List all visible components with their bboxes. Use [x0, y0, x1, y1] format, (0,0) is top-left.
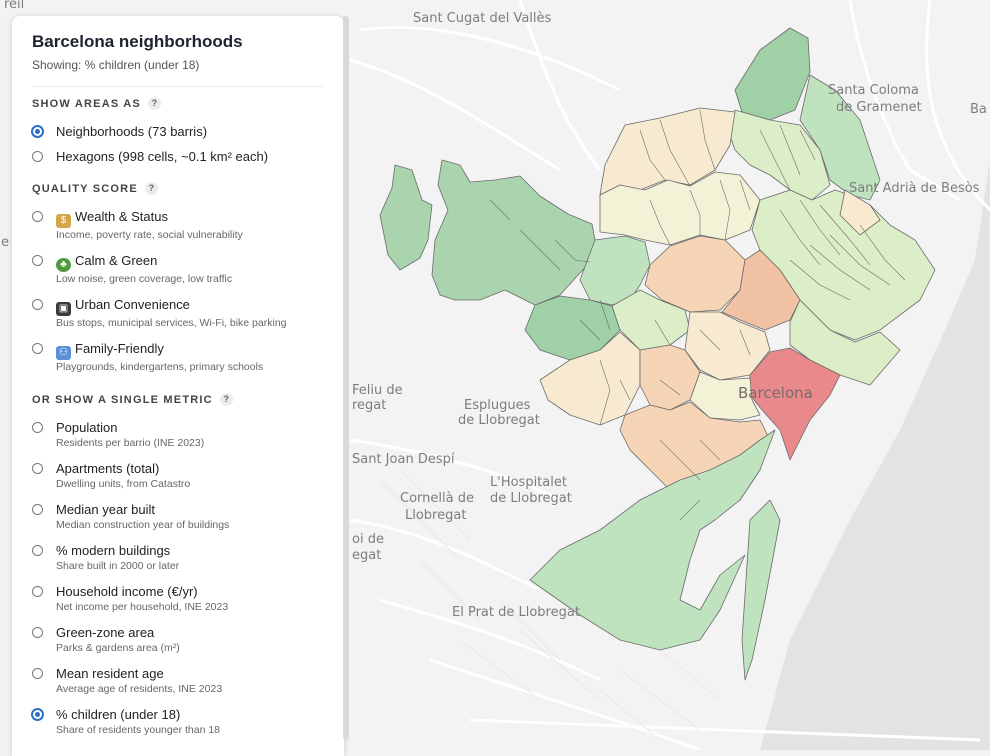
panel-scrollbar[interactable] — [343, 16, 349, 740]
metric-description: Parks & gardens area (m²) — [56, 642, 180, 654]
place-cornella-2: Llobregat — [405, 508, 466, 523]
radio-unselected[interactable] — [32, 627, 43, 638]
radio-unselected[interactable] — [32, 586, 43, 597]
region-gracia — [599, 171, 761, 246]
region-ne-green — [799, 74, 881, 201]
option-calm-green[interactable]: ♣ Calm & Green Low noise, green coverage,… — [32, 252, 324, 286]
panel-divider — [32, 86, 324, 87]
place-esplugues-2: de Llobregat — [458, 413, 540, 428]
metric-option[interactable]: Median year built Median construction yea… — [32, 501, 324, 532]
region-sant-andreu — [839, 189, 881, 236]
place-barcelona: Barcelona — [738, 384, 813, 402]
place-badalona: Ba — [970, 102, 987, 117]
radio-unselected[interactable] — [32, 211, 43, 222]
option-wealth[interactable]: $ Wealth & Status Income, poverty rate, s… — [32, 208, 324, 242]
place-esplugues-1: Esplugues — [464, 398, 531, 413]
place-reil: reil — [4, 0, 24, 12]
place-sant-joan: Sant Joan Despí — [352, 452, 455, 467]
place-santa-coloma-2: de Gramenet — [836, 100, 922, 115]
tree-icon: ♣ — [56, 258, 71, 272]
region-sant-gervasi — [684, 311, 771, 381]
metric-option[interactable]: Mean resident age Average age of resident… — [32, 665, 324, 696]
metric-label: Green-zone area — [56, 625, 155, 640]
neighborhood-polygons[interactable] — [379, 27, 936, 681]
region-pedralbes — [524, 295, 621, 361]
metric-label: Apartments (total) — [56, 461, 160, 476]
option-neighborhoods[interactable]: Neighborhoods (73 barris) — [32, 123, 324, 140]
metric-option[interactable]: Population Residents per barrio (INE 2023… — [32, 419, 324, 450]
bus-icon: ▣ — [56, 302, 71, 316]
metric-label: Household income (€/yr) — [56, 584, 198, 599]
region-north-green — [734, 27, 811, 121]
metric-option[interactable]: % modern buildings Share built in 2000 or… — [32, 542, 324, 573]
place-sant-adria: Sant Adrià de Besòs — [849, 181, 980, 196]
radio-unselected[interactable] — [32, 151, 43, 162]
region-ciutat-vella — [749, 347, 841, 461]
barri-borders — [489, 109, 906, 521]
region-port-pier — [741, 499, 781, 681]
radio-selected[interactable] — [32, 126, 43, 137]
metric-description: Residents per barrio (INE 2023) — [56, 437, 205, 449]
control-panel: Barcelona neighborhoods Showing: % child… — [12, 16, 344, 756]
place-feliu-1: Feliu de — [352, 383, 403, 398]
radio-unselected[interactable] — [32, 668, 43, 679]
metric-option[interactable]: Household income (€/yr) Net income per ho… — [32, 583, 324, 614]
metric-label: % children (under 18) — [56, 707, 181, 722]
region-eixample-b — [721, 249, 801, 331]
quality-score-heading: QUALITY SCORE? — [32, 182, 324, 195]
radio-unselected[interactable] — [32, 504, 43, 515]
place-boi-2: egat — [352, 548, 381, 563]
radio-selected[interactable] — [32, 709, 43, 720]
show-areas-heading: SHOW AREAS AS? — [32, 97, 324, 110]
sea-area — [760, 160, 990, 750]
region-collserola-west — [379, 164, 433, 271]
place-santa-coloma-1: Santa Coloma — [828, 83, 919, 98]
metric-label: % modern buildings — [56, 543, 171, 558]
help-icon[interactable]: ? — [144, 182, 158, 195]
panel-subtitle: Showing: % children (under 18) — [32, 58, 200, 72]
radio-unselected[interactable] — [32, 299, 43, 310]
metric-description: Net income per household, INE 2023 — [56, 601, 229, 613]
region-poble-sec — [689, 371, 761, 421]
radio-unselected[interactable] — [32, 255, 43, 266]
money-bag-icon: $ — [56, 214, 71, 228]
metric-option[interactable]: % children (under 18) Share of residents … — [32, 706, 324, 737]
region-zona-franca — [529, 429, 776, 651]
option-hexagons[interactable]: Hexagons (998 cells, ~0.1 km² each) — [32, 148, 324, 165]
option-urban-convenience[interactable]: ▣ Urban Convenience Bus stops, municipal … — [32, 296, 324, 330]
metric-label: Population — [56, 420, 118, 435]
metric-description: Share built in 2000 or later — [56, 560, 180, 572]
family-icon: ⚇ — [56, 346, 71, 360]
metric-label: Mean resident age — [56, 666, 164, 681]
metric-description: Dwelling units, from Catastro — [56, 478, 191, 490]
place-feliu-2: regat — [352, 398, 386, 413]
radio-unselected[interactable] — [32, 545, 43, 556]
metric-description: Average age of residents, INE 2023 — [56, 683, 223, 695]
single-metric-heading: OR SHOW A SINGLE METRIC? — [32, 393, 324, 406]
help-icon[interactable]: ? — [219, 393, 233, 406]
road-network — [349, 0, 990, 750]
place-hospitalet-1: L'Hospitalet — [490, 475, 567, 490]
place-cornella-1: Cornellà de — [400, 491, 474, 506]
metric-option[interactable]: Green-zone area Parks & gardens area (m²) — [32, 624, 324, 655]
panel-title: Barcelona neighborhoods — [32, 32, 243, 51]
place-e-left: e — [1, 235, 9, 250]
metric-description: Median construction year of buildings — [56, 519, 230, 531]
option-family-friendly[interactable]: ⚇ Family-Friendly Playgrounds, kindergart… — [32, 340, 324, 374]
metric-option[interactable]: Apartments (total) Dwelling units, from C… — [32, 460, 324, 491]
radio-unselected[interactable] — [32, 343, 43, 354]
place-boi-1: oi de — [352, 532, 384, 547]
place-hospitalet-2: de Llobregat — [490, 491, 572, 506]
minor-roads — [379, 469, 721, 741]
place-sant-cugat: Sant Cugat del Vallès — [413, 11, 552, 26]
radio-unselected[interactable] — [32, 422, 43, 433]
metric-label: Median year built — [56, 502, 155, 517]
place-el-prat: El Prat de Llobregat — [452, 605, 580, 620]
radio-unselected[interactable] — [32, 463, 43, 474]
region-collserola — [431, 159, 596, 306]
help-icon[interactable]: ? — [147, 97, 161, 110]
metric-description: Share of residents younger than 18 — [56, 724, 221, 736]
